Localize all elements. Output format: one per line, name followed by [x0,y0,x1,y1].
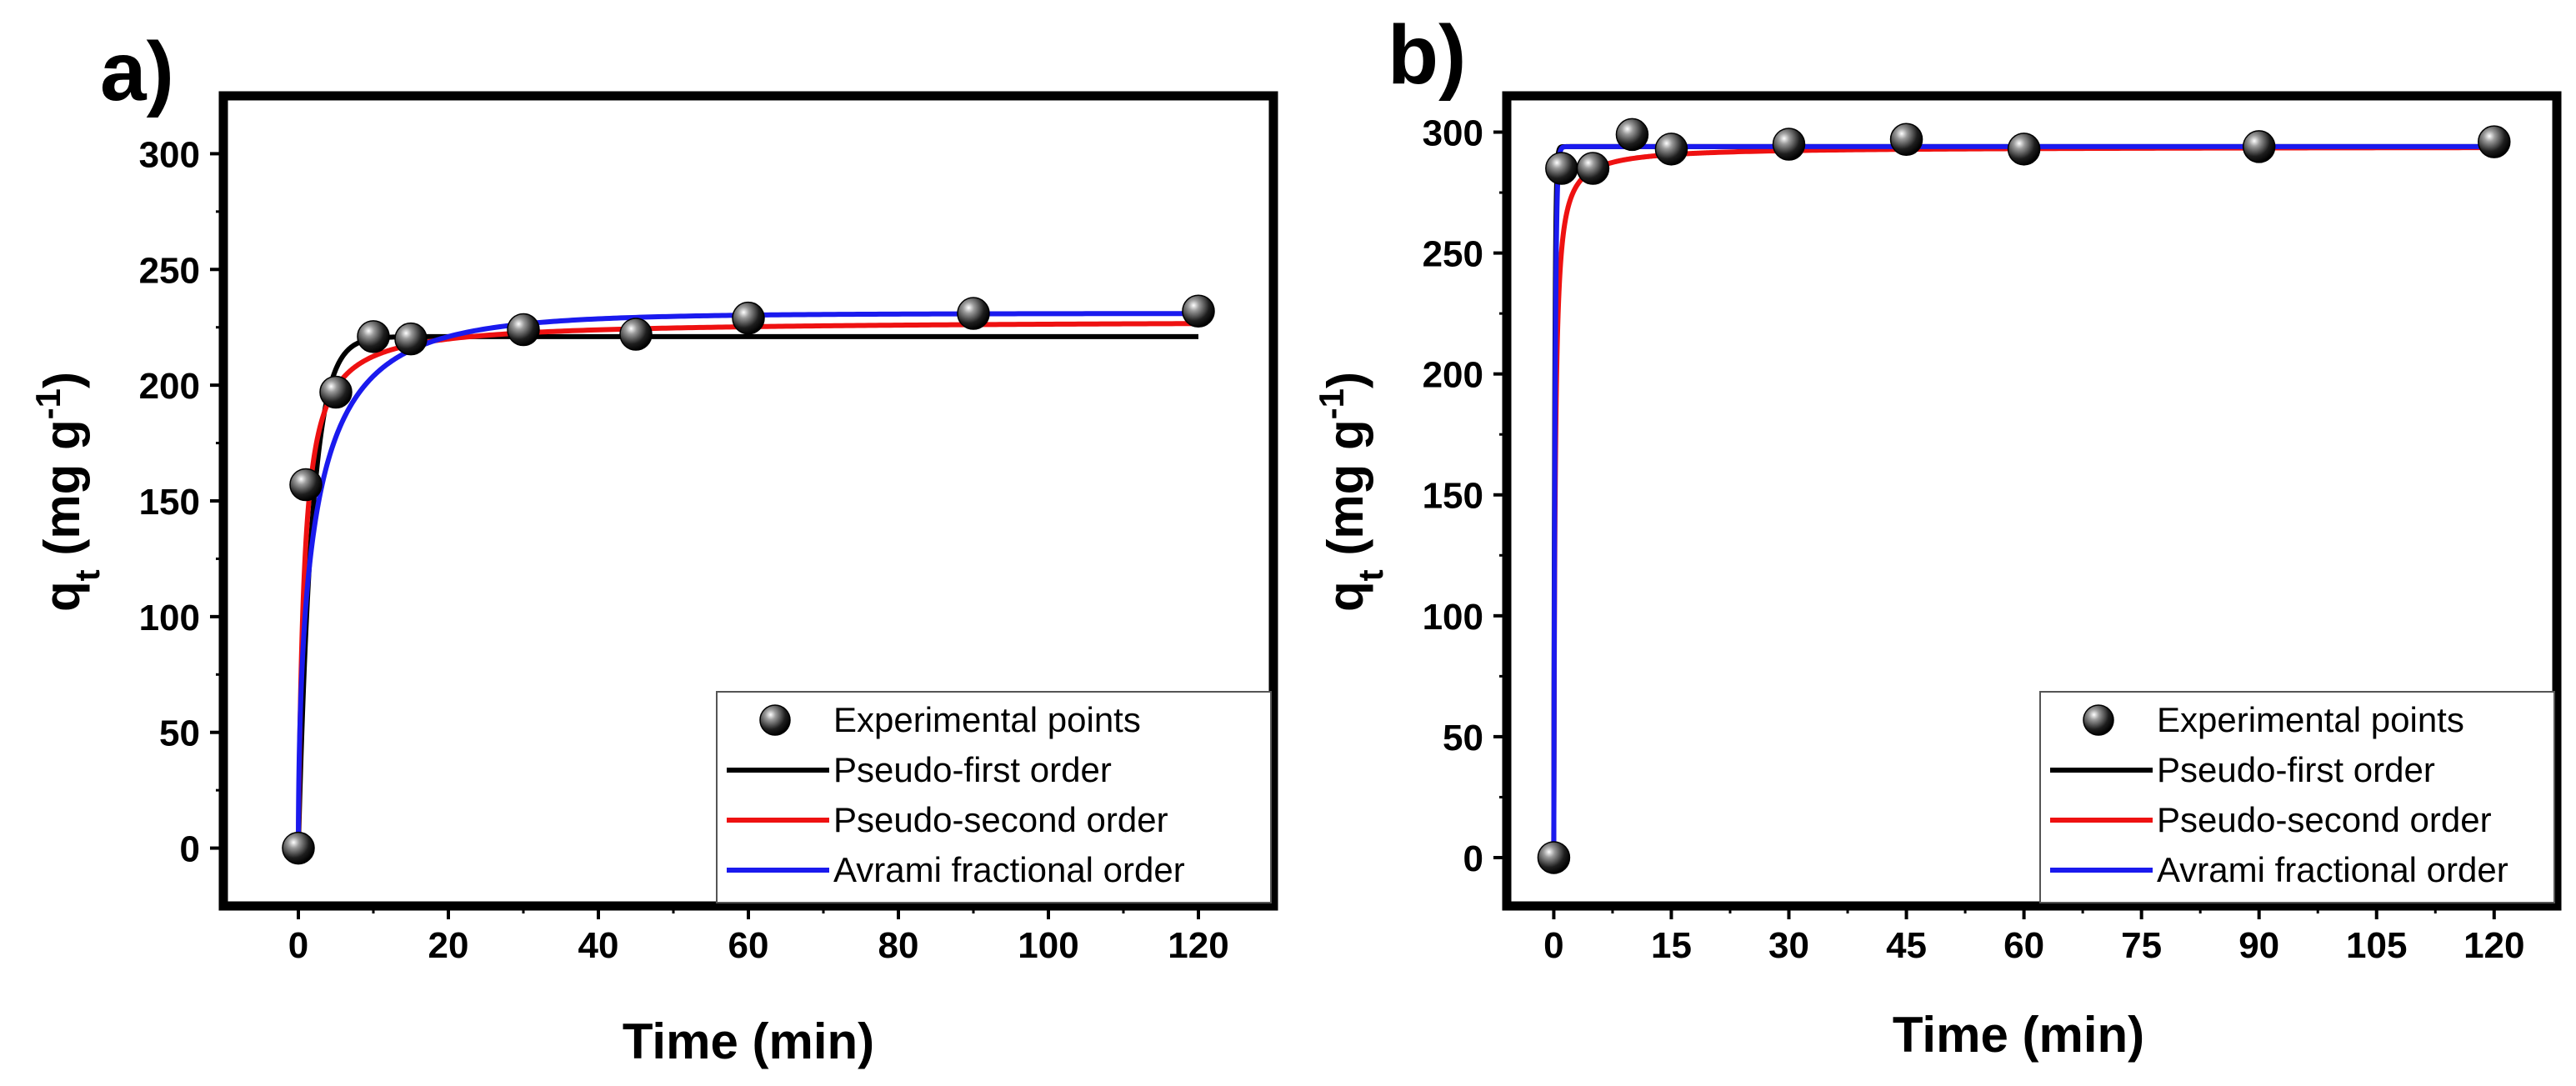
data-point [619,318,653,351]
legend-box [2039,691,2555,903]
data-point [394,322,428,356]
experimental-points [282,294,1215,865]
x-tick-label: 30 [1768,925,1809,966]
x-tick-label: 80 [878,925,919,966]
y-tick-label: 300 [139,134,200,175]
legend-label: Experimental points [2157,700,2464,739]
legend-label: Pseudo-first order [833,750,1112,789]
x-tick-label: 0 [1543,925,1563,966]
legend-b: Experimental points Pseudo-first order Pse… [2039,691,2555,903]
x-axis-title-a: Time (min) [623,1013,874,1069]
data-point [289,468,323,502]
data-point [1654,133,1688,166]
y-tick-label: 250 [1423,234,1483,275]
y-tick-label: 0 [180,829,200,870]
plot-area-a: 0 20 40 60 80 100 120 0 50 100 150 200 250 300 [139,91,1278,966]
plot-frame [1502,91,2562,911]
y-tick-label: 300 [1423,113,1483,154]
y-tick-label: 150 [1423,476,1483,517]
data-point [282,831,315,865]
y-axis-title-b: qt (mg g-1) [1312,372,1390,612]
data-point [1615,118,1649,152]
y-tick-label: 150 [139,482,200,523]
legend-label: Pseudo-second order [833,800,1168,839]
x-tick-label: 120 [2463,925,2524,966]
data-point [2007,133,2041,166]
y-tick-label: 100 [1423,597,1483,638]
data-point [957,297,990,330]
x-tick-label: 75 [2121,925,2162,966]
data-point [1576,152,1610,185]
y-tick-label: 0 [1463,838,1483,879]
data-point [1537,841,1571,874]
data-point [1889,123,1923,156]
y-tick-label: 100 [139,598,200,638]
legend-a: Experimental points Pseudo-first order Pse… [716,691,1272,903]
x-tick-label: 45 [1886,925,1927,966]
y-axis-title-a: qt (mg g-1) [28,372,107,612]
x-tick-label: 60 [728,925,769,966]
data-point [357,320,390,353]
series-line-avrami [296,311,1199,848]
data-point [1182,294,1215,328]
data-point [507,313,540,347]
plot-frame [218,91,1278,911]
data-point [2478,125,2511,158]
plot-area-b: 0 15 30 45 60 75 90 105 120 0 50 100 150 200 250 300 [1423,91,2562,966]
x-tick-label: 120 [1168,925,1228,966]
legend-marker-icon [2083,704,2114,736]
experimental-points [1537,118,2511,874]
x-tick-label: 90 [2238,925,2279,966]
legend-box [716,691,1272,903]
series-line-pso [296,321,1199,848]
x-tick-label: 40 [578,925,619,966]
panel-label-b: b) [1388,8,1466,102]
x-tick-label: 100 [1018,925,1078,966]
panel-b: b) 0 15 30 45 60 75 90 105 120 0 50 100 150 200 250 300… [1312,8,2562,1063]
y-tick-label: 50 [1443,718,1483,758]
y-tick-label: 250 [139,250,200,291]
legend-label: Experimental points [833,700,1141,739]
legend-label: Avrami fractional order [833,850,1185,889]
x-tick-label: 20 [428,925,469,966]
legend-marker-icon [759,704,791,736]
legend-label: Avrami fractional order [2157,850,2508,889]
x-axis-title-b: Time (min) [1893,1007,2144,1063]
x-tick-label: 60 [2003,925,2044,966]
y-tick-label: 200 [139,366,200,407]
x-tick-label: 0 [288,925,308,966]
data-point [1545,152,1578,185]
x-tick-label: 105 [2346,925,2407,966]
data-point [319,375,353,409]
panel-a: a) 0 20 40 60 80 100 120 0 50 100 150 200 250 300 Exp… [28,25,1278,1069]
data-point [2242,130,2276,163]
legend-label: Pseudo-first order [2157,750,2435,789]
y-tick-label: 50 [159,713,200,754]
data-point [732,301,765,335]
y-tick-label: 200 [1423,355,1483,396]
panel-label-a: a) [100,25,174,118]
x-tick-label: 15 [1651,925,1692,966]
data-point [1772,128,1806,161]
legend-label: Pseudo-second order [2157,800,2492,839]
